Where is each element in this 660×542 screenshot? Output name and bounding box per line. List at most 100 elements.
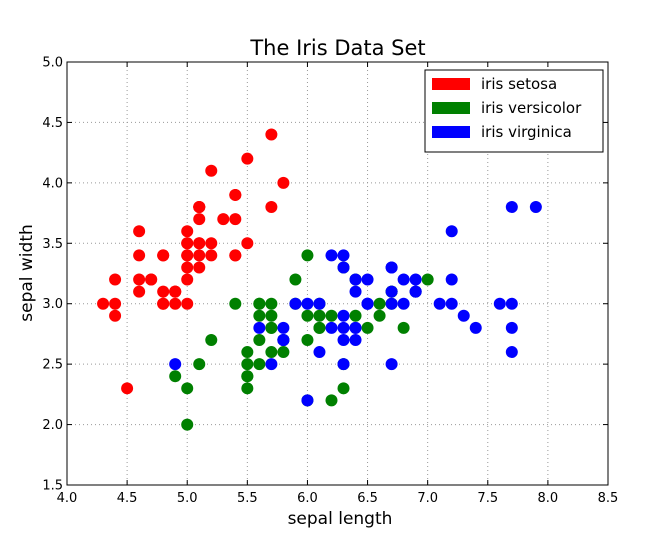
legend-label: iris virginica xyxy=(481,123,572,141)
x-tick-label: 4.0 xyxy=(57,491,78,506)
data-point-iris-virginica xyxy=(469,321,482,334)
data-point-iris-setosa xyxy=(229,249,242,262)
data-point-iris-virginica xyxy=(493,297,506,310)
data-point-iris-virginica xyxy=(505,321,518,334)
data-point-iris-virginica xyxy=(385,261,398,274)
y-tick-label: 5.0 xyxy=(42,56,63,71)
data-point-iris-setosa xyxy=(157,249,170,262)
data-point-iris-versicolor xyxy=(325,394,338,407)
data-point-iris-versicolor xyxy=(289,273,302,286)
data-point-iris-versicolor xyxy=(313,309,326,322)
data-point-iris-setosa xyxy=(109,297,122,310)
legend-swatch xyxy=(432,102,470,114)
y-tick-label: 3.0 xyxy=(42,297,63,312)
x-tick-label: 8.0 xyxy=(538,491,559,506)
data-point-iris-virginica xyxy=(337,321,350,334)
data-point-iris-virginica xyxy=(505,201,518,214)
data-point-iris-virginica xyxy=(349,285,362,298)
data-point-iris-virginica xyxy=(277,321,290,334)
x-axis-label: sepal length xyxy=(288,509,393,529)
data-point-iris-setosa xyxy=(169,297,182,310)
y-tick-label: 4.0 xyxy=(42,176,63,191)
data-point-iris-virginica xyxy=(277,333,290,346)
data-point-iris-setosa xyxy=(181,297,194,310)
data-point-iris-versicolor xyxy=(181,418,194,431)
data-point-iris-versicolor xyxy=(301,309,314,322)
data-point-iris-virginica xyxy=(325,249,338,262)
data-point-iris-virginica xyxy=(337,358,350,371)
data-point-iris-virginica xyxy=(253,321,266,334)
data-point-iris-versicolor xyxy=(169,370,182,383)
data-point-iris-versicolor xyxy=(241,370,254,383)
data-point-iris-virginica xyxy=(349,273,362,286)
data-point-iris-virginica xyxy=(337,333,350,346)
data-point-iris-versicolor xyxy=(313,321,326,334)
data-point-iris-virginica xyxy=(385,358,398,371)
data-point-iris-setosa xyxy=(217,213,230,226)
data-point-iris-virginica xyxy=(301,297,314,310)
x-tick-label: 5.5 xyxy=(237,491,258,506)
data-point-iris-versicolor xyxy=(265,321,278,334)
data-point-iris-virginica xyxy=(409,285,422,298)
data-point-iris-versicolor xyxy=(277,346,290,359)
data-point-iris-versicolor xyxy=(253,333,266,346)
data-point-iris-virginica xyxy=(409,273,422,286)
data-point-iris-setosa xyxy=(205,164,218,177)
data-point-iris-setosa xyxy=(181,261,194,274)
data-point-iris-virginica xyxy=(349,321,362,334)
y-tick-label: 3.5 xyxy=(42,237,63,252)
data-point-iris-virginica xyxy=(445,297,458,310)
data-point-iris-setosa xyxy=(193,201,206,214)
data-point-iris-virginica xyxy=(457,309,470,322)
data-point-iris-versicolor xyxy=(253,309,266,322)
data-point-iris-setosa xyxy=(277,176,290,189)
data-point-iris-setosa xyxy=(193,249,206,262)
data-point-iris-versicolor xyxy=(241,346,254,359)
data-point-iris-virginica xyxy=(313,297,326,310)
x-tick-label: 6.0 xyxy=(297,491,318,506)
data-point-iris-virginica xyxy=(385,297,398,310)
chart-title: The Iris Data Set xyxy=(249,36,425,60)
data-point-iris-virginica xyxy=(265,358,278,371)
data-point-iris-virginica xyxy=(505,297,518,310)
data-point-iris-versicolor xyxy=(265,346,278,359)
data-point-iris-setosa xyxy=(109,309,122,322)
y-axis-label: sepal width xyxy=(17,224,37,322)
data-point-iris-setosa xyxy=(193,237,206,250)
data-points xyxy=(97,128,542,431)
data-point-iris-versicolor xyxy=(373,309,386,322)
data-point-iris-virginica xyxy=(289,297,302,310)
legend-swatch xyxy=(432,78,470,90)
data-point-iris-setosa xyxy=(133,273,146,286)
legend-label: iris setosa xyxy=(481,75,557,93)
data-point-iris-virginica xyxy=(337,249,350,262)
data-point-iris-setosa xyxy=(133,225,146,238)
legend-label: iris versicolor xyxy=(481,99,582,117)
data-point-iris-virginica xyxy=(313,346,326,359)
legend-swatch xyxy=(432,126,470,138)
data-point-iris-versicolor xyxy=(241,358,254,371)
data-point-iris-versicolor xyxy=(301,333,314,346)
data-point-iris-versicolor xyxy=(229,297,242,310)
data-point-iris-versicolor xyxy=(373,297,386,310)
x-tick-label: 4.5 xyxy=(117,491,138,506)
data-point-iris-virginica xyxy=(385,285,398,298)
data-point-iris-setosa xyxy=(181,225,194,238)
data-point-iris-versicolor xyxy=(205,333,218,346)
data-point-iris-virginica xyxy=(349,333,362,346)
data-point-iris-versicolor xyxy=(253,358,266,371)
data-point-iris-virginica xyxy=(529,201,542,214)
data-point-iris-setosa xyxy=(205,237,218,250)
data-point-iris-setosa xyxy=(157,297,170,310)
y-tick-label: 1.5 xyxy=(42,479,63,494)
data-point-iris-versicolor xyxy=(421,273,434,286)
data-point-iris-setosa xyxy=(241,237,254,250)
data-point-iris-setosa xyxy=(193,261,206,274)
data-point-iris-virginica xyxy=(445,273,458,286)
data-point-iris-versicolor xyxy=(361,321,374,334)
data-point-iris-versicolor xyxy=(325,309,338,322)
x-tick-label: 8.5 xyxy=(598,491,619,506)
x-tick-label: 6.5 xyxy=(357,491,378,506)
axis-ticks: 4.0 4.5 5.0 5.5 6.0 6.5 7.0 7.5 8.0 8.5 1.5 2.0 2.5 3… xyxy=(42,56,618,507)
